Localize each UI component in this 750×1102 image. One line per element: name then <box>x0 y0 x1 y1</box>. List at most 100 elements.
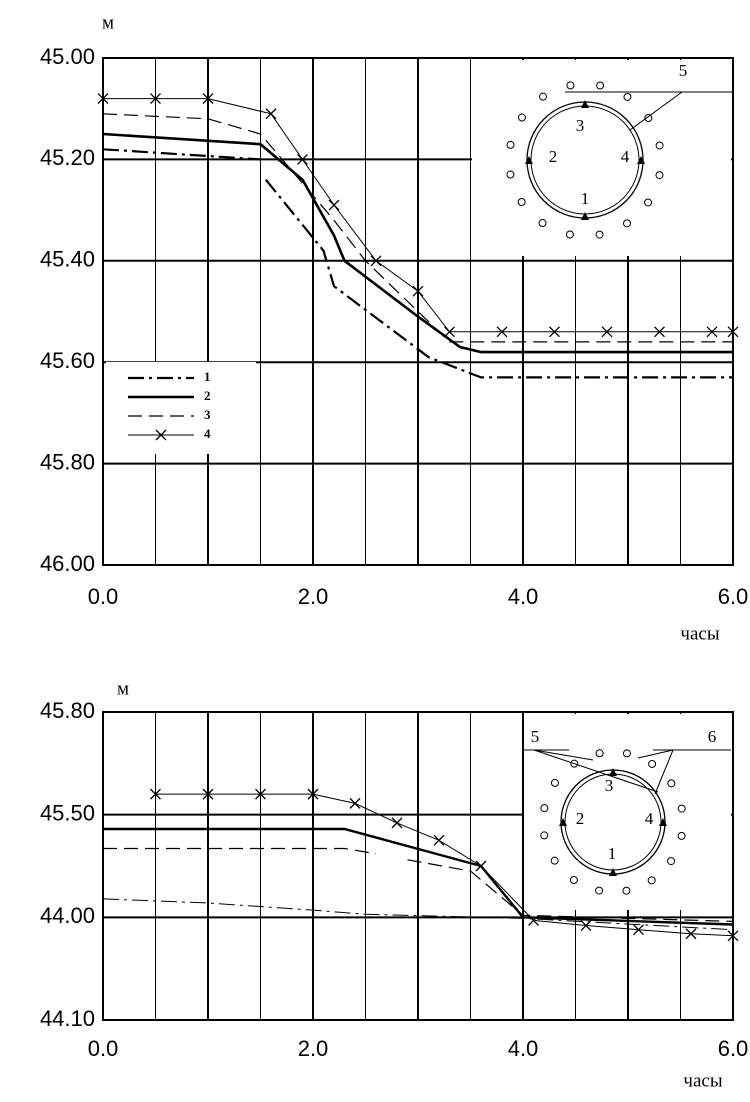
marker <box>528 914 539 926</box>
marker <box>150 93 161 105</box>
y-tick-label: 46.00 <box>40 551 95 576</box>
marker <box>391 817 403 829</box>
x-tick-label: 2.0 <box>298 584 329 609</box>
marker <box>307 788 319 800</box>
marker <box>433 834 445 846</box>
sensor <box>525 156 533 164</box>
well <box>677 804 686 813</box>
marker <box>727 930 739 942</box>
x-tick-label: 6.0 <box>718 584 749 609</box>
x-tick-label: 4.0 <box>508 1036 539 1061</box>
x-tick-label: 0.0 <box>88 584 119 609</box>
x-tick-label: 2.0 <box>298 1036 329 1061</box>
marker <box>601 326 613 338</box>
legend-label: 2 <box>204 388 211 403</box>
marker <box>444 326 455 338</box>
annotation: 1 <box>608 844 617 863</box>
well <box>550 856 559 865</box>
sensor <box>659 818 667 826</box>
well <box>623 92 632 101</box>
legend-marker <box>155 429 167 441</box>
well <box>644 114 653 123</box>
marker <box>370 255 382 267</box>
series-line <box>103 847 734 922</box>
marker <box>727 326 739 338</box>
annotation: 4 <box>621 147 630 166</box>
well <box>595 749 604 758</box>
y-tick-label: 45.40 <box>40 247 95 272</box>
well <box>648 759 657 768</box>
legend-panel <box>106 362 256 454</box>
series-line <box>102 132 733 354</box>
well <box>506 170 515 179</box>
well <box>622 886 631 895</box>
marker <box>297 153 308 165</box>
x-axis-label: часы <box>680 623 719 644</box>
marker <box>496 326 508 338</box>
x-tick-label: 4.0 <box>508 584 539 609</box>
x-tick-label: 0.0 <box>88 1036 119 1061</box>
legend-label: 1 <box>204 369 211 384</box>
marker <box>549 326 560 338</box>
well <box>667 857 676 866</box>
annotation: 1 <box>581 189 590 208</box>
inset-panel <box>524 714 731 910</box>
y-tick-label: 44.00 <box>40 903 95 928</box>
annotation: 2 <box>549 147 558 166</box>
leader <box>654 749 674 795</box>
well <box>622 749 631 758</box>
well <box>506 140 515 149</box>
x-axis-label: часы <box>683 1070 722 1091</box>
sensor <box>609 768 617 776</box>
marker <box>202 788 214 800</box>
sensor <box>637 156 645 164</box>
y-tick-label: 45.50 <box>40 800 95 825</box>
marker <box>685 928 697 940</box>
well <box>647 876 656 885</box>
y-axis-label: м <box>102 12 114 33</box>
marker <box>654 326 665 338</box>
well <box>538 219 547 228</box>
well <box>655 171 664 180</box>
marker <box>412 285 424 297</box>
well <box>655 141 664 150</box>
leader <box>629 91 683 131</box>
annotation: 5 <box>679 61 688 80</box>
marker <box>633 924 644 936</box>
well <box>566 81 575 90</box>
sensor <box>559 818 567 826</box>
marker <box>328 199 340 211</box>
legend-label: 4 <box>204 426 211 441</box>
marker <box>475 860 487 872</box>
well <box>596 81 605 90</box>
well <box>667 779 676 788</box>
well <box>565 230 574 239</box>
well <box>595 230 604 239</box>
series-line <box>102 898 734 931</box>
marker <box>202 93 214 105</box>
series-line <box>102 148 733 379</box>
y-axis-label: м <box>117 678 129 699</box>
marker <box>580 920 592 932</box>
annotation: 3 <box>576 116 585 135</box>
leader <box>637 749 674 759</box>
y-tick-label: 45.80 <box>40 449 95 474</box>
well <box>622 219 631 228</box>
series-line <box>102 113 733 343</box>
plot-frame <box>102 711 734 1021</box>
y-tick-label: 45.80 <box>40 698 95 723</box>
legend-label: 3 <box>204 407 211 422</box>
annotation: 2 <box>576 809 585 828</box>
plot-frame <box>102 57 734 566</box>
well <box>569 876 578 885</box>
well <box>644 198 653 207</box>
well <box>540 831 549 840</box>
leader <box>533 749 659 793</box>
x-tick-label: 6.0 <box>718 1036 749 1061</box>
well <box>517 113 526 122</box>
well <box>677 831 686 840</box>
marker <box>255 788 266 800</box>
sensor <box>581 100 589 108</box>
well <box>540 804 549 813</box>
